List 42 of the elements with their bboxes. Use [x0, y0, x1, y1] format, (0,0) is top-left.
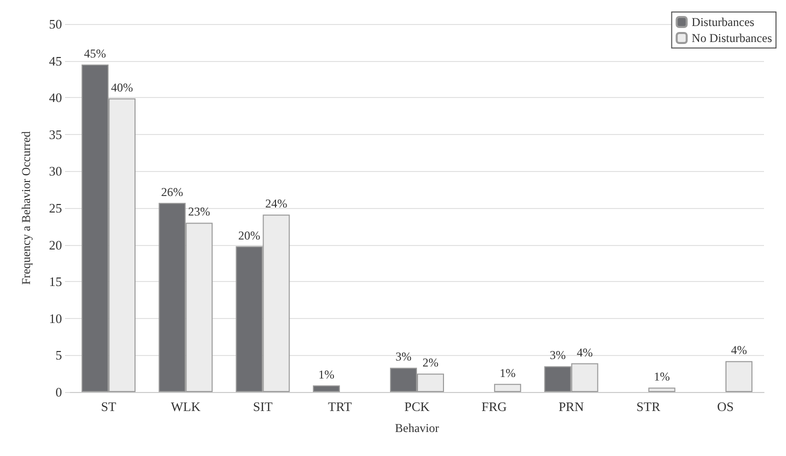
data-label: 1% — [500, 366, 516, 380]
data-label: 23% — [188, 204, 210, 219]
bar — [312, 385, 340, 392]
data-label: 2% — [422, 356, 438, 370]
x-axis-title: Behavior — [395, 421, 439, 435]
y-tick-label: 15 — [49, 274, 62, 290]
bar — [494, 384, 522, 392]
legend-label: No Disturbances — [692, 31, 772, 45]
y-tick-label: 5 — [56, 348, 62, 363]
y-tick-label: 25 — [49, 200, 62, 216]
y-tick-label: 50 — [49, 16, 62, 32]
data-label: 20% — [238, 228, 260, 242]
data-label: 40% — [111, 80, 134, 94]
y-tick-label: 0 — [56, 384, 62, 400]
y-tick-label: 30 — [49, 164, 62, 179]
data-label: 26% — [161, 184, 184, 199]
x-tick-label: TRT — [328, 399, 352, 414]
y-tick-label: 45 — [49, 53, 62, 68]
data-label: 3% — [396, 350, 412, 364]
y-tick-label: 35 — [49, 126, 62, 142]
x-tick-label: FRG — [481, 399, 507, 414]
bar — [725, 361, 752, 392]
y-tick-label: 20 — [49, 237, 62, 252]
data-label: 1% — [654, 370, 670, 384]
x-tick-label: PCK — [404, 399, 430, 414]
x-tick-label: SIT — [253, 399, 273, 414]
data-label: 4% — [576, 345, 593, 360]
bar — [648, 388, 676, 392]
y-tick-label: 40 — [49, 90, 62, 106]
x-tick-label: ST — [100, 399, 116, 414]
x-tick-label: OS — [717, 399, 734, 414]
data-label: 1% — [318, 367, 334, 382]
y-tick-label: 10 — [49, 310, 62, 326]
data-label: 45% — [84, 46, 106, 60]
x-tick-label: WLK — [170, 399, 202, 414]
data-label: 4% — [730, 343, 747, 358]
y-axis-title: Frequency a Behavior Occurred — [19, 131, 33, 285]
data-label: 24% — [265, 196, 288, 211]
data-label: 3% — [550, 348, 566, 362]
legend-label: Disturbances — [692, 15, 755, 29]
x-tick-label: PRN — [558, 399, 584, 414]
x-tick-label: STR — [636, 399, 661, 414]
